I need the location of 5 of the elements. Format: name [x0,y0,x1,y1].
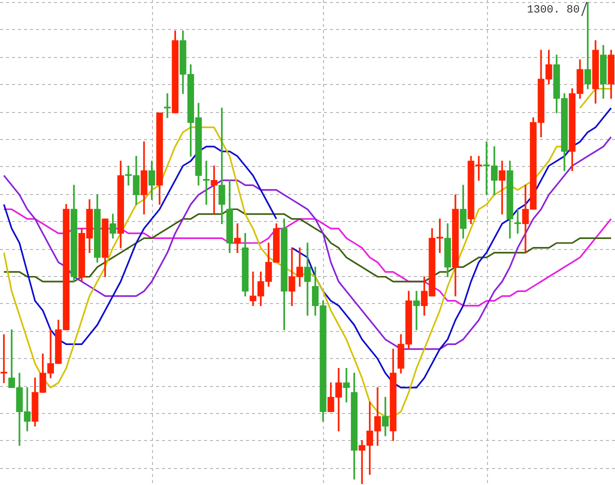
candlestick [234,223,241,253]
candlestick [343,368,350,402]
annotation: 1300. 80 [526,4,580,16]
candlestick [304,242,311,316]
candlestick [413,290,420,330]
